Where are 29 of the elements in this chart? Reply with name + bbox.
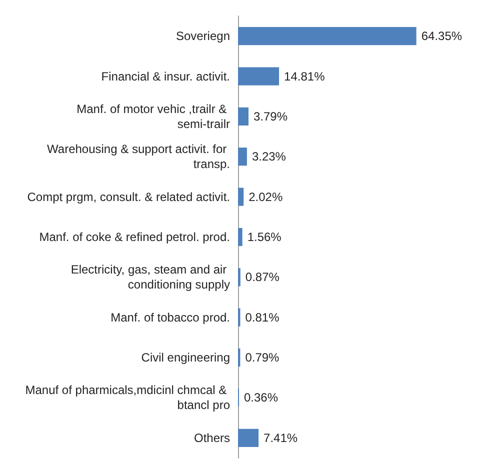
y-tick-label: Manf. of tobacco prod. (110, 310, 230, 324)
data-label: 64.35% (421, 29, 462, 44)
bar (238, 428, 259, 447)
bar (238, 67, 280, 86)
data-label: 2.02% (248, 190, 283, 204)
data-label: 14.81% (284, 69, 326, 84)
y-tick-label: Manf. of coke & refined petrol. prod. (39, 230, 230, 244)
y-tick-label: Soveriegn (176, 29, 230, 44)
data-label: 0.36% (244, 390, 278, 405)
bar (238, 188, 244, 206)
bar (238, 107, 249, 126)
data-label: 0.79% (245, 350, 280, 365)
bar (238, 27, 416, 46)
y-tick-label: Manuf of pharmicals,mdicinl chmcal & btancl pro (25, 383, 230, 412)
y-tick-label: Others (194, 430, 230, 445)
y-tick-label: Financial & insur. activit. (101, 69, 230, 84)
y-tick-label: Manf. of motor vehic ,trailr & semi-trailr (76, 102, 230, 131)
data-label: 3.79% (254, 109, 288, 124)
data-label: 7.41% (264, 430, 298, 445)
bar (238, 148, 247, 166)
y-tick-label: Warehousing & support activit. for transp. (47, 142, 230, 172)
data-label: 0.81% (245, 310, 280, 324)
data-label: 3.23% (252, 150, 286, 164)
y-tick-label: Civil engineering (141, 350, 230, 365)
data-label: 0.87% (245, 270, 280, 284)
bar (238, 228, 242, 246)
y-tick-label: Electricity, gas, steam and air conditioning supply (70, 262, 230, 292)
y-tick-label: Compt prgm, consult. & related activit. (27, 190, 230, 204)
data-label: 1.56% (247, 230, 282, 244)
